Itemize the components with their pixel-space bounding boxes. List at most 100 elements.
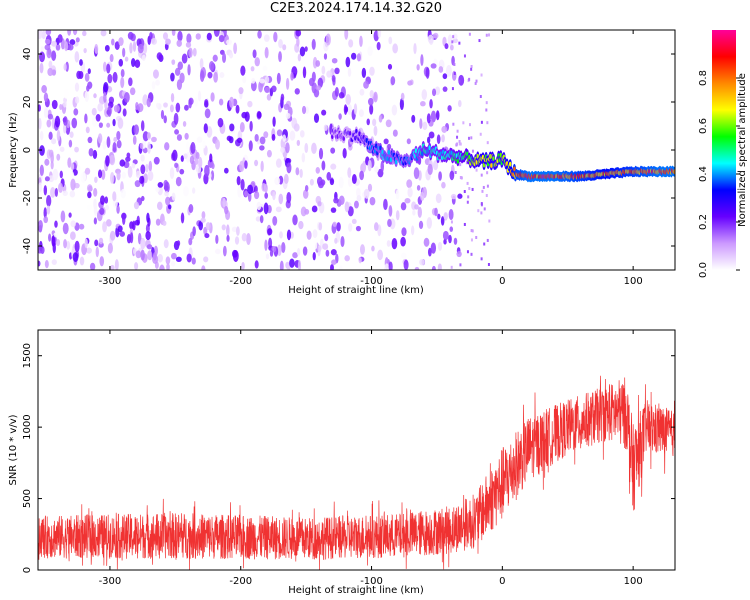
spectrogram-cell: [280, 147, 285, 153]
spectrogram-cell: [47, 113, 54, 120]
spectrogram-cell: [426, 136, 431, 144]
spectrogram-cell: [177, 61, 184, 71]
spectrogram-cell: [88, 148, 94, 157]
spectrogram-cell: [105, 155, 110, 167]
spectrogram-cell: [72, 30, 78, 36]
spectrogram-cell: [51, 259, 57, 265]
spectrogram-cell: [256, 201, 262, 211]
spectrogram-cell: [282, 134, 287, 142]
spectrogram-cell: [226, 234, 230, 242]
spectrogram-cell: [157, 181, 164, 188]
spectrogram-cell: [129, 87, 136, 96]
spectrogram-y-tick-label: -20: [22, 190, 33, 206]
spectrogram-cell: [462, 121, 465, 125]
spectrogram-cell: [347, 104, 353, 116]
spectrogram-cell: [44, 158, 50, 166]
spectrogram-cell: [295, 30, 302, 37]
spectrogram-cell: [113, 104, 120, 113]
spectrogram-cell: [92, 149, 98, 159]
spectrogram-cell: [257, 111, 262, 119]
spectrogram-cell: [39, 62, 44, 74]
spectrogram-cell: [248, 140, 253, 152]
spectrogram-cell: [163, 115, 167, 124]
spectrogram-cell: [321, 160, 326, 171]
spectrogram-cell: [355, 225, 361, 232]
spectrogram-cell: [342, 147, 347, 159]
page-title: C2E3.2024.174.14.32.G20: [269, 1, 443, 16]
spectrogram-cell: [417, 206, 422, 218]
signal-track-core: [348, 130, 352, 136]
spectrogram-cell: [45, 30, 52, 36]
spectrogram-cell: [181, 53, 188, 64]
spectrogram-cell: [187, 64, 191, 76]
spectrogram-cell: [292, 252, 298, 259]
spectrogram-cell: [122, 47, 126, 58]
spectrogram-cell: [107, 73, 113, 84]
spectrogram-cell: [377, 249, 384, 261]
spectrogram-cell: [50, 152, 54, 164]
spectrogram-cell: [400, 92, 405, 101]
spectrogram-cell: [51, 40, 57, 47]
spectrogram-cell: [175, 256, 182, 262]
spectrogram-cell: [264, 239, 268, 251]
spectrogram-cell: [236, 176, 241, 186]
spectrogram-cell: [117, 225, 123, 233]
spectrogram-cell: [179, 168, 185, 175]
spectrogram-cell: [275, 206, 282, 213]
spectrogram-cell: [486, 121, 489, 125]
spectrogram-cell: [164, 181, 170, 194]
spectrogram-cell: [142, 94, 148, 106]
snr-x-tick-label: 0: [499, 576, 505, 587]
spectrogram-cell: [321, 65, 326, 75]
spectrogram-cell: [198, 156, 203, 169]
spectrogram-cell: [146, 97, 151, 108]
spectrogram-cell: [254, 134, 259, 142]
spectrogram-cell: [184, 104, 189, 111]
spectrogram-cell: [69, 190, 76, 198]
spectrogram-cell: [76, 70, 82, 80]
spectrogram-cell: [97, 103, 104, 112]
spectrogram-cell: [400, 236, 406, 247]
spectrogram-cell: [215, 139, 220, 150]
spectrogram-cell: [87, 136, 93, 144]
spectrogram-cell: [305, 106, 309, 114]
spectrogram-cell: [137, 103, 144, 113]
spectrogram-cell: [266, 94, 272, 101]
spectrogram-cell: [44, 44, 51, 51]
spectrogram-cell: [109, 171, 115, 184]
spectrogram-cell: [299, 130, 305, 138]
spectrogram-cell: [388, 205, 393, 217]
spectrogram-cell: [359, 88, 365, 96]
spectrogram-cell: [68, 139, 73, 148]
spectrogram-cell: [292, 214, 298, 226]
spectrogram-cell: [70, 162, 75, 171]
spectrogram-cell: [183, 186, 189, 197]
spectrogram-cell: [413, 42, 417, 55]
spectrogram-cell: [117, 117, 124, 129]
spectrogram-cell: [164, 142, 170, 151]
spectrogram-cell: [488, 219, 491, 223]
spectrogram-cell: [38, 104, 41, 112]
spectrogram-cell: [448, 209, 454, 221]
spectrogram-cell: [238, 87, 244, 95]
spectrogram-cell: [254, 159, 259, 167]
spectrogram-cell: [458, 41, 461, 45]
spectrogram-cell: [470, 229, 473, 233]
spectrogram-cell: [68, 212, 72, 218]
spectrogram-cell: [118, 37, 124, 46]
spectrogram-cell: [259, 215, 264, 224]
spectrogram-cell: [48, 131, 53, 140]
spectrogram-cell: [241, 261, 245, 270]
spectrogram-cell: [151, 81, 156, 90]
spectrogram-cell: [258, 80, 263, 93]
signal-track-core: [456, 158, 460, 164]
spectrogram-cell: [334, 87, 339, 97]
spectrogram-cell: [226, 39, 233, 45]
spectrogram-cell: [388, 261, 393, 270]
spectrogram-cell: [41, 30, 46, 40]
spectrogram-cell: [315, 166, 321, 174]
spectrogram-cell: [459, 163, 462, 167]
spectrogram-cell: [418, 220, 424, 230]
spectrogram-cell: [387, 63, 393, 70]
spectrogram-cell: [70, 231, 76, 241]
